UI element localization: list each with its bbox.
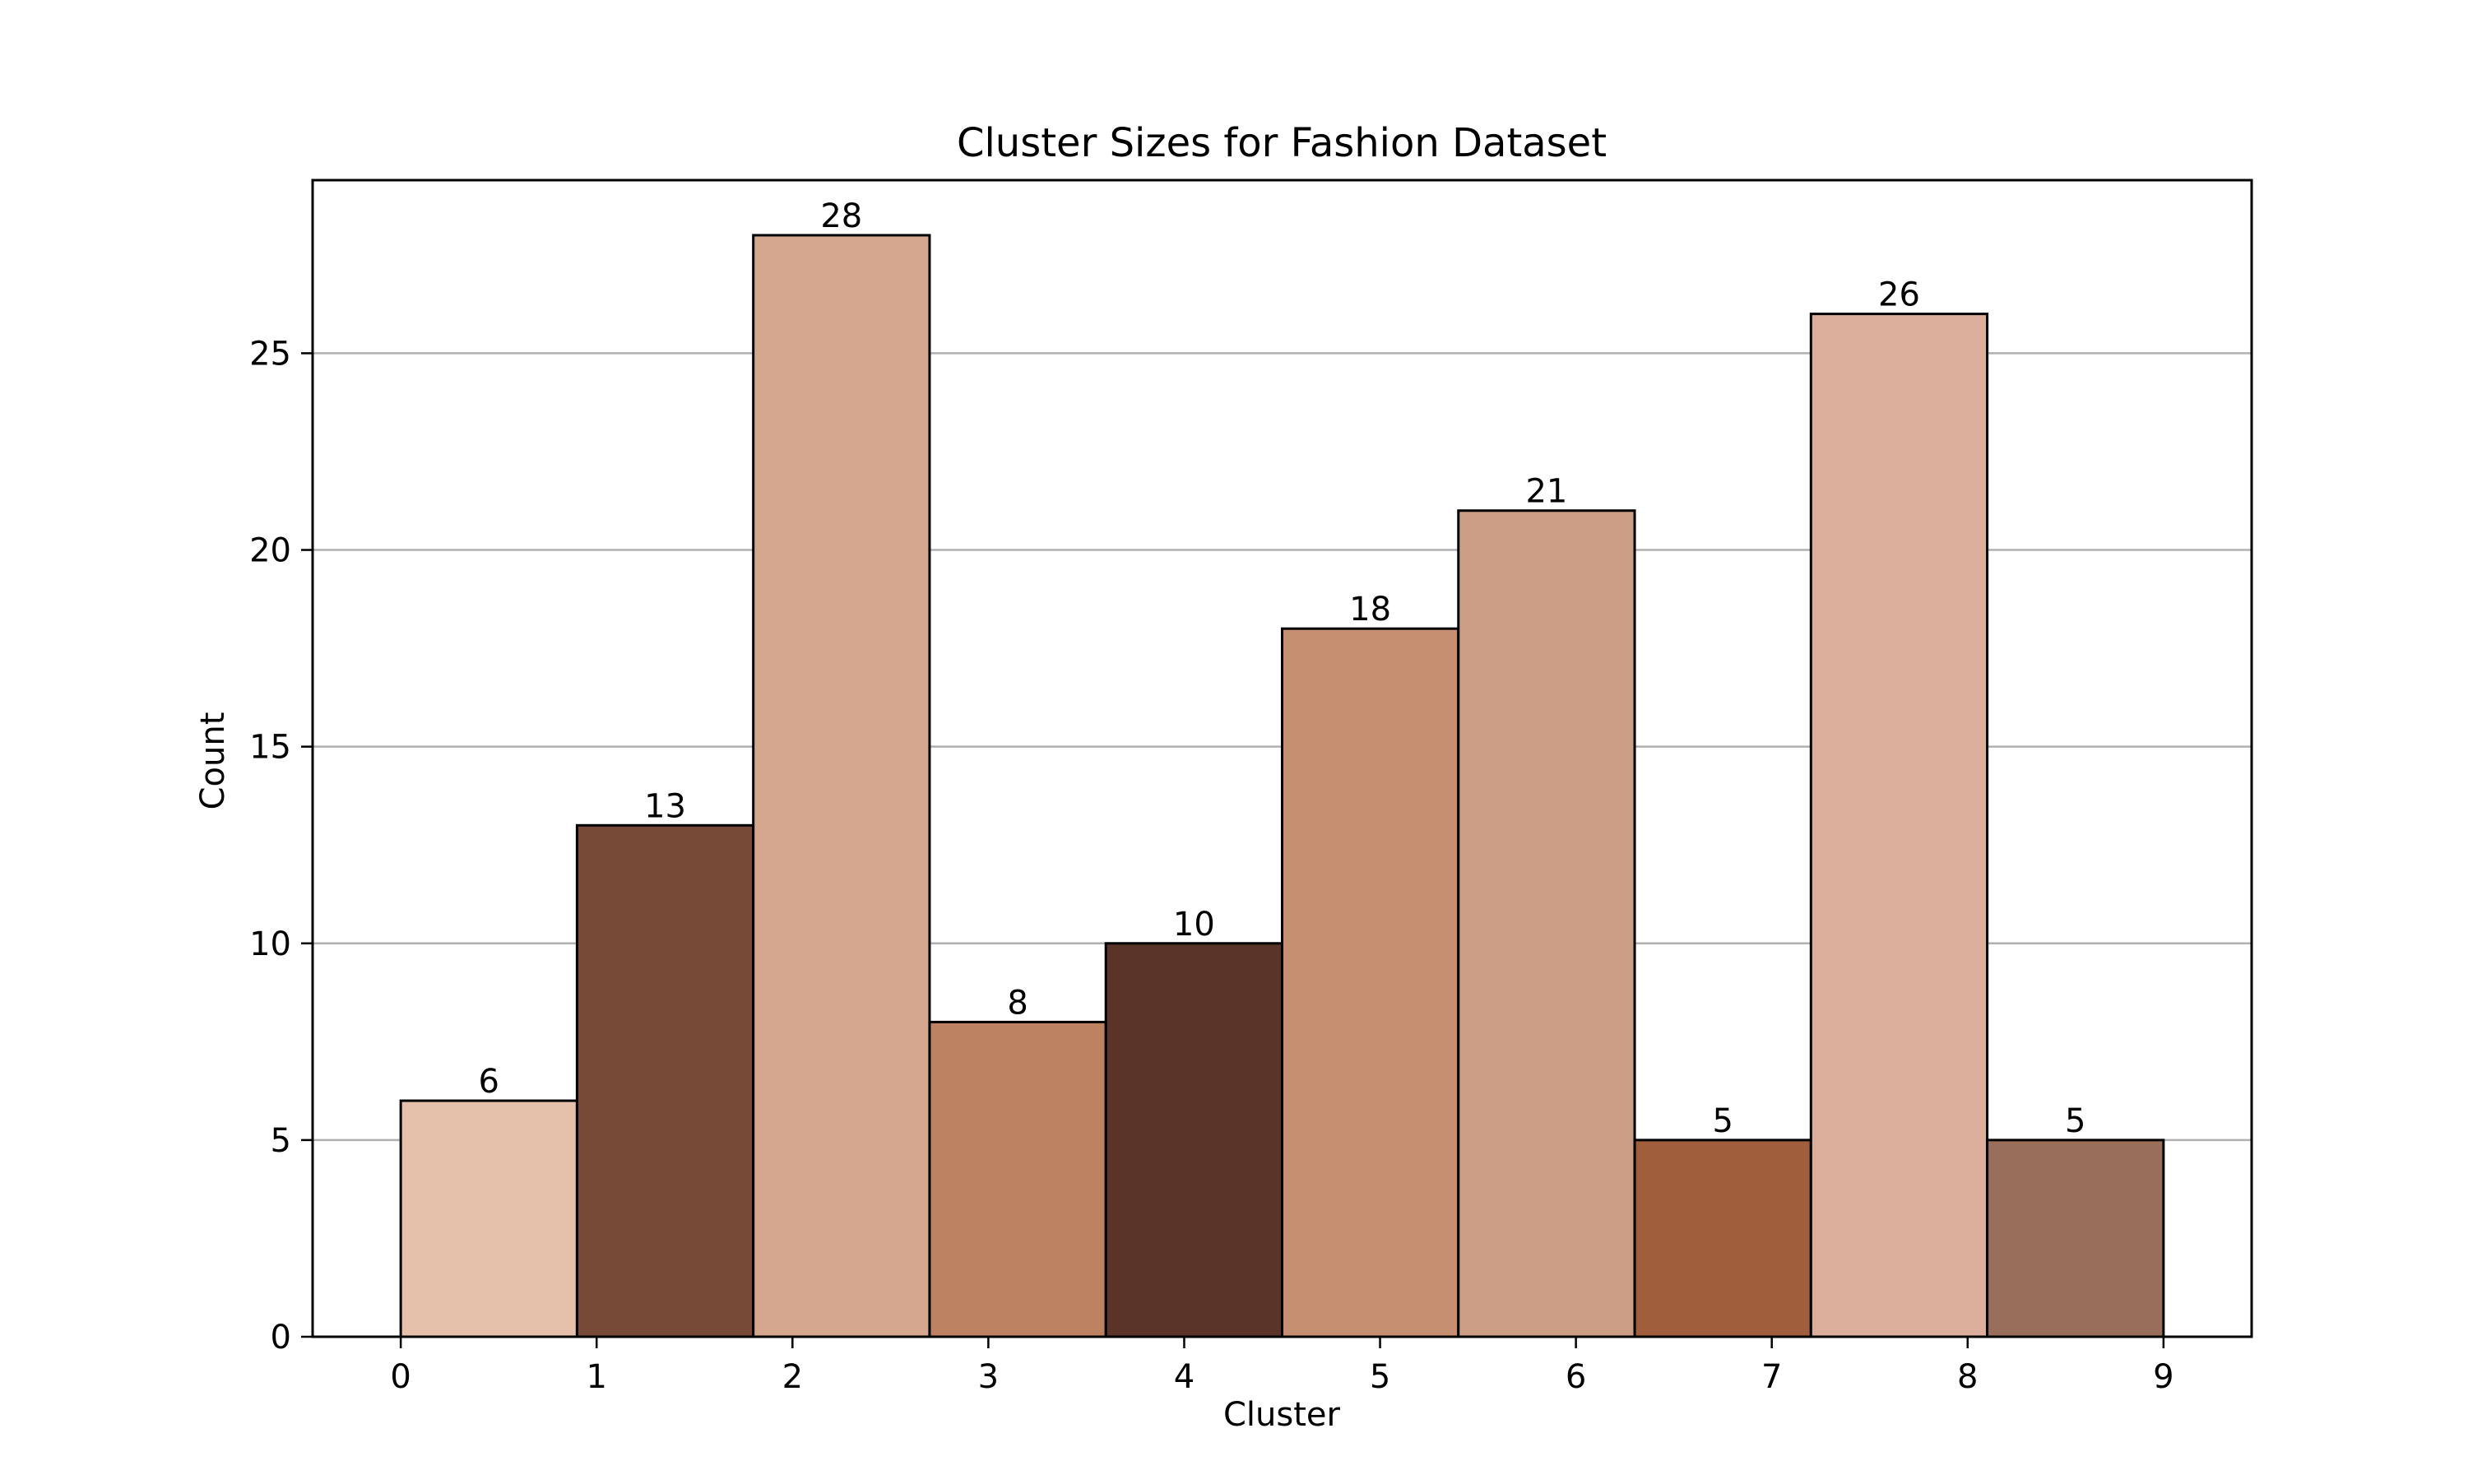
y-axis-label: Count: [194, 712, 232, 810]
bar-value-label: 28: [820, 197, 862, 235]
bar-value-label: 5: [1712, 1102, 1733, 1140]
bar-value-label: 26: [1878, 276, 1920, 314]
y-tick-label: 15: [249, 729, 291, 767]
y-axis-ticks: 0 5 10 15 20 25: [249, 335, 313, 1356]
bar-cluster-4: [1104, 942, 1284, 1338]
bar-cluster-8: [1809, 313, 1989, 1338]
y-tick-label: 25: [249, 335, 291, 373]
x-axis-ticks: 0 1 2 3 4 5 6 7 8 9: [390, 1337, 2174, 1396]
bar-value-label: 5: [2065, 1102, 2085, 1140]
bars: [399, 234, 2165, 1338]
bar-cluster-0: [399, 1099, 578, 1338]
x-tick-label: 8: [1957, 1358, 1978, 1396]
y-tick-label: 0: [271, 1319, 291, 1356]
x-tick-label: 1: [586, 1358, 606, 1396]
bar-value-label: 6: [479, 1063, 499, 1101]
bar-value-label: 8: [1007, 984, 1028, 1022]
x-tick-label: 4: [1174, 1358, 1195, 1396]
bar-value-label: 21: [1525, 473, 1567, 511]
bar-cluster-2: [752, 234, 931, 1338]
bar-cluster-9: [1986, 1139, 2165, 1338]
y-tick-label: 20: [249, 532, 291, 570]
y-tick-label: 10: [249, 925, 291, 963]
data-labels: 6 13 28 8 10 18 21 5 26 5: [479, 197, 2086, 1140]
x-tick-label: 7: [1761, 1358, 1782, 1396]
x-axis-label: Cluster: [1223, 1396, 1341, 1434]
x-tick-label: 6: [1566, 1358, 1586, 1396]
plot-frame: [311, 179, 2253, 1338]
x-tick-label: 0: [390, 1358, 411, 1396]
x-tick-label: 9: [2153, 1358, 2173, 1396]
x-tick-label: 2: [782, 1358, 803, 1396]
bar-value-label: 10: [1173, 906, 1215, 944]
bar-cluster-5: [1281, 627, 1460, 1338]
bar-cluster-3: [928, 1020, 1107, 1338]
bar-value-label: 13: [644, 787, 686, 825]
bar-cluster-1: [575, 823, 755, 1338]
bar-value-label: 18: [1349, 591, 1391, 628]
x-tick-label: 3: [978, 1358, 999, 1396]
x-tick-label: 5: [1370, 1358, 1390, 1396]
bar-cluster-7: [1633, 1139, 1812, 1338]
chart-title: Cluster Sizes for Fashion Dataset: [957, 120, 1607, 166]
bar-cluster-6: [1457, 509, 1636, 1338]
y-tick-label: 5: [271, 1122, 291, 1160]
